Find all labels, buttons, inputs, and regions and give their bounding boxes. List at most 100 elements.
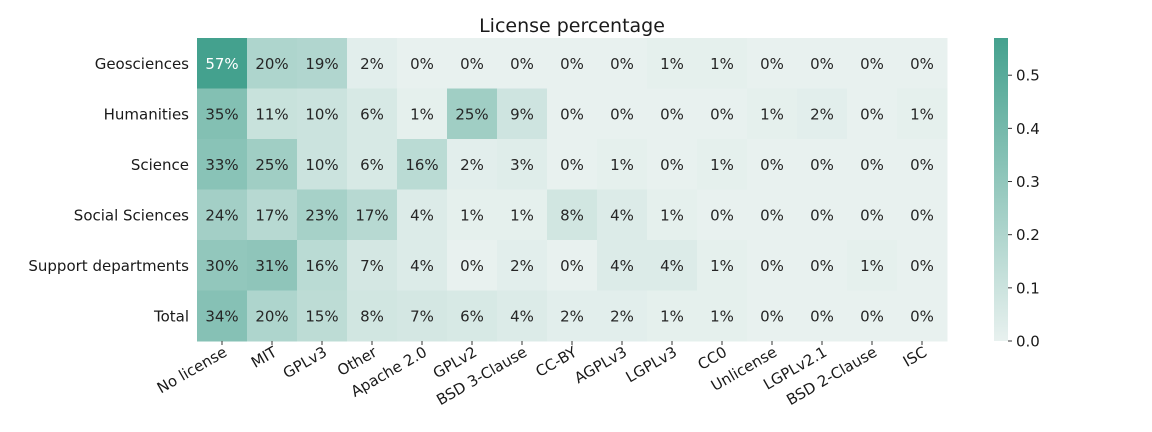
- cell-value-label: 0%: [910, 307, 934, 325]
- column-label: GPLv3: [280, 343, 330, 382]
- heatmap-cell: [397, 240, 448, 291]
- cell-value-label: 15%: [305, 307, 338, 325]
- column-label: ISC: [900, 343, 930, 371]
- heatmap-cell: [247, 240, 298, 291]
- heatmap-cell: [897, 240, 948, 291]
- cell-value-label: 1%: [760, 105, 784, 123]
- heatmap-cell: [647, 189, 698, 241]
- cell-value-label: 4%: [660, 257, 684, 275]
- heatmap-cell: [747, 290, 798, 342]
- cell-value-label: 2%: [360, 55, 384, 73]
- heatmap-cell: [247, 38, 298, 89]
- cell-value-label: 1%: [710, 55, 734, 73]
- heatmap-cell: [797, 88, 848, 140]
- cell-value-label: 4%: [610, 257, 634, 275]
- cell-value-label: 31%: [255, 257, 288, 275]
- heatmap-cell: [547, 290, 598, 342]
- heatmap-cell: [897, 139, 948, 190]
- heatmap-cell: [447, 189, 498, 241]
- cell-value-label: 11%: [255, 105, 288, 123]
- heatmap-cell: [847, 240, 898, 291]
- heatmap-cell: [597, 240, 648, 291]
- cell-value-label: 8%: [560, 206, 584, 224]
- heatmap-cell: [797, 38, 848, 89]
- cell-value-label: 1%: [710, 156, 734, 174]
- heatmap-cell: [247, 88, 298, 140]
- cell-value-label: 6%: [460, 307, 484, 325]
- cell-value-label: 9%: [510, 105, 534, 123]
- cell-value-label: 1%: [510, 206, 534, 224]
- cell-value-label: 2%: [810, 105, 834, 123]
- colorbar-tick-label: 0.2: [1016, 226, 1040, 244]
- heatmap-cell: [647, 290, 698, 342]
- cell-value-label: 0%: [460, 55, 484, 73]
- heatmap-cell: [797, 290, 848, 342]
- cell-value-label: 16%: [405, 156, 438, 174]
- heatmap-cell: [247, 290, 298, 342]
- cell-value-label: 0%: [910, 206, 934, 224]
- heatmap-cell: [447, 38, 498, 89]
- cell-value-label: 34%: [205, 307, 238, 325]
- heatmap-cell: [697, 88, 748, 140]
- heatmap-cell: [847, 38, 898, 89]
- colorbar-tick-label: 0.0: [1016, 333, 1040, 351]
- heatmap-cell: [497, 189, 548, 241]
- cell-value-label: 0%: [860, 156, 884, 174]
- heatmap-cell: [497, 139, 548, 190]
- cell-value-label: 20%: [255, 55, 288, 73]
- cell-value-label: 19%: [305, 55, 338, 73]
- heatmap-cell: [897, 88, 948, 140]
- cell-value-label: 0%: [810, 206, 834, 224]
- heatmap-cell: [747, 189, 798, 241]
- cell-value-label: 0%: [560, 55, 584, 73]
- cell-value-label: 24%: [205, 206, 238, 224]
- heatmap-cell: [847, 88, 898, 140]
- heatmap-cell: [347, 38, 398, 89]
- cell-value-label: 35%: [205, 105, 238, 123]
- column-label: LGPLv3: [623, 343, 680, 386]
- cell-value-label: 0%: [560, 257, 584, 275]
- heatmap-cell: [647, 240, 698, 291]
- cell-value-label: 0%: [510, 55, 534, 73]
- heatmap-cell: [447, 240, 498, 291]
- heatmap-cell: [397, 189, 448, 241]
- cell-value-label: 0%: [910, 257, 934, 275]
- cell-value-label: 6%: [360, 105, 384, 123]
- colorbar-gradient: [994, 38, 1008, 341]
- heatmap-cell: [697, 189, 748, 241]
- column-label: No license: [154, 343, 230, 397]
- heatmap-cell: [747, 88, 798, 140]
- heatmap-cell: [497, 38, 548, 89]
- heatmap-cell: [747, 139, 798, 190]
- cell-value-label: 1%: [910, 105, 934, 123]
- heatmap-cell: [897, 38, 948, 89]
- colorbar-tick-label: 0.5: [1016, 67, 1040, 85]
- cell-value-label: 2%: [610, 307, 634, 325]
- cell-value-label: 25%: [455, 105, 488, 123]
- cell-value-label: 7%: [410, 307, 434, 325]
- cell-value-label: 1%: [610, 156, 634, 174]
- heatmap-cell: [797, 240, 848, 291]
- heatmap-cell: [597, 189, 648, 241]
- cell-value-label: 1%: [460, 206, 484, 224]
- heatmap-cells: 57% 20% 19% 2% 0% 0% 0% 0% 0% 1% 1% 0% 0% 0% 0% 35% 11% 1…: [197, 38, 948, 342]
- heatmap-cell: [347, 240, 398, 291]
- cell-value-label: 0%: [810, 307, 834, 325]
- heatmap-cell: [197, 139, 248, 190]
- row-label: Support departments: [28, 257, 189, 275]
- heatmap-cell: [597, 38, 648, 89]
- cell-value-label: 0%: [860, 206, 884, 224]
- cell-value-label: 0%: [860, 55, 884, 73]
- heatmap-cell: [297, 38, 348, 89]
- cell-value-label: 0%: [910, 55, 934, 73]
- row-label: Geosciences: [95, 55, 189, 73]
- heatmap-cell: [597, 139, 648, 190]
- cell-value-label: 0%: [460, 257, 484, 275]
- heatmap-cell: [847, 290, 898, 342]
- cell-value-label: 0%: [760, 156, 784, 174]
- heatmap-cell: [647, 88, 698, 140]
- cell-value-label: 33%: [205, 156, 238, 174]
- cell-value-label: 0%: [760, 55, 784, 73]
- cell-value-label: 0%: [810, 55, 834, 73]
